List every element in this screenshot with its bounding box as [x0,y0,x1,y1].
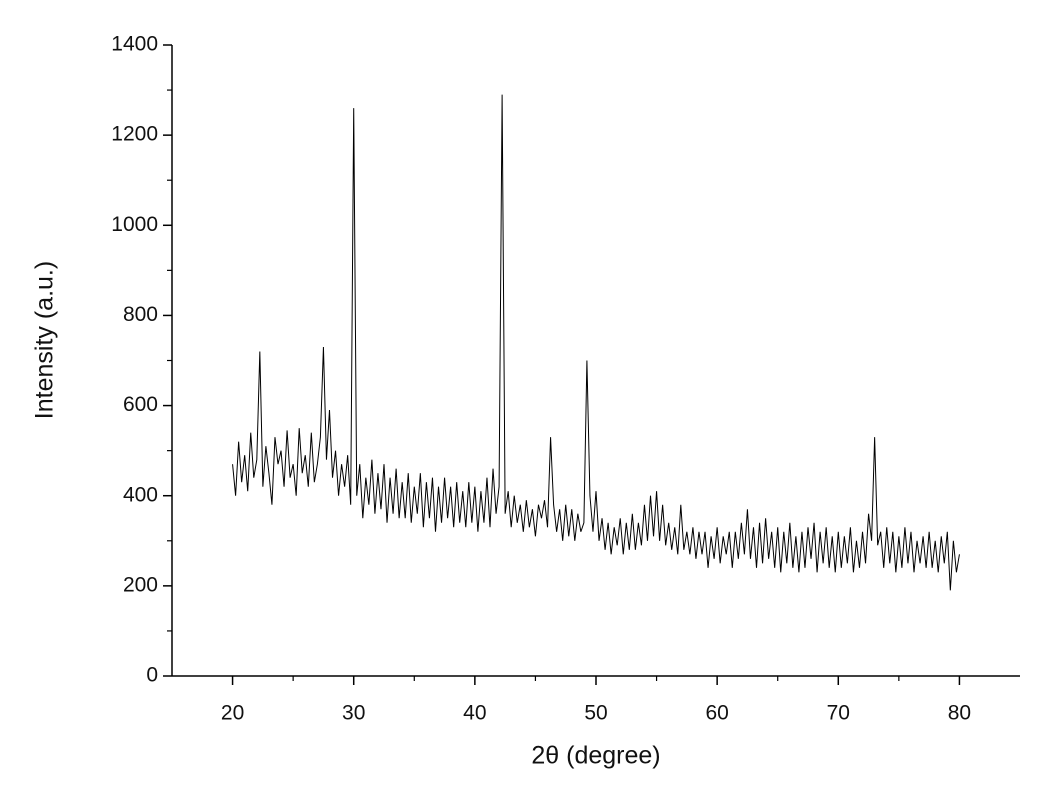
y-tick-label: 1400 [111,33,158,56]
y-tick-label: 600 [123,393,158,416]
y-tick-label: 800 [123,303,158,326]
y-axis-title: Intensity (a.u.) [31,261,59,419]
x-tick-label: 60 [705,702,728,725]
y-tick-label: 1000 [111,213,158,236]
x-axis-title: 2θ (degree) [531,742,660,770]
y-tick-label: 0 [146,664,158,687]
x-tick-label: 30 [342,702,365,725]
x-tick-label: 40 [463,702,486,725]
x-tick-label: 70 [827,702,850,725]
x-tick-label: 50 [584,702,607,725]
y-tick-label: 200 [123,573,158,596]
x-tick-label: 80 [948,702,971,725]
y-tick-label: 400 [123,483,158,506]
y-tick-label: 1200 [111,123,158,146]
line-series [232,94,960,591]
x-tick-label: 20 [221,702,244,725]
